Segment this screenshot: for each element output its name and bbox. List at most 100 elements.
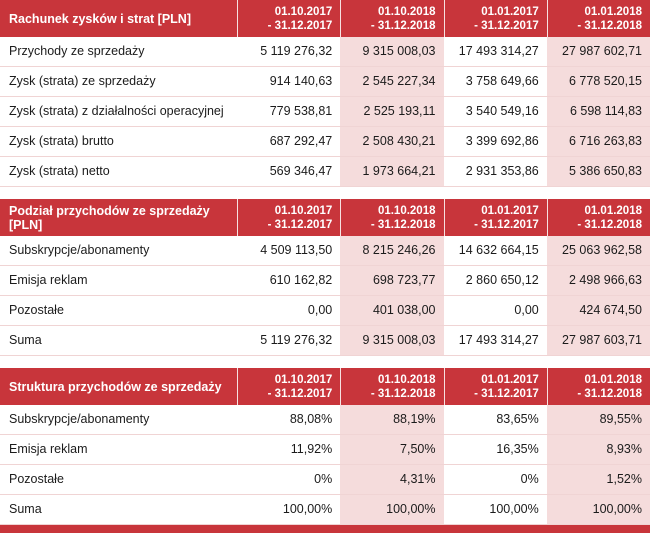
value-cell: 100,00% — [546, 495, 650, 524]
table-row: Subskrypcje/abonamenty 4 509 113,50 8 21… — [0, 236, 650, 266]
value-cell: 89,55% — [546, 405, 650, 434]
table-header: Struktura przychodów ze sprzedaży 01.10.… — [0, 368, 650, 405]
row-label: Zysk (strata) ze sprzedaży — [9, 74, 156, 88]
table-row: Zysk (strata) ze sprzedaży 914 140,63 2 … — [0, 67, 650, 97]
table-row: Zysk (strata) brutto 687 292,47 2 508 43… — [0, 127, 650, 157]
column-header-period-3: 01.01.2017 - 31.12.2017 — [443, 0, 547, 37]
row-label: Pozostałe — [9, 303, 64, 317]
period-end: - 31.12.2018 — [577, 218, 642, 231]
bottom-accent-bar — [0, 525, 650, 533]
value-cell: 2 498 966,63 — [546, 266, 650, 295]
period-start: 01.01.2018 — [584, 204, 642, 217]
column-header-period-1: 01.10.2017 - 31.12.2017 — [237, 368, 340, 405]
period-start: 01.10.2017 — [274, 204, 333, 217]
value-cell: 5 386 650,83 — [546, 157, 650, 186]
value-cell: 14 632 664,15 — [458, 243, 539, 257]
revenue-breakdown-table: Podział przychodów ze sprzedaży [PLN] 01… — [0, 199, 650, 356]
value-cell: 83,65% — [496, 412, 539, 426]
value-cell: 88,08% — [289, 412, 333, 426]
value-cell: 9 315 008,03 — [340, 37, 444, 66]
value-cell: 7,50% — [340, 435, 444, 464]
table-row: Pozostałe 0% 4,31% 0% 1,52% — [0, 465, 650, 495]
row-label: Zysk (strata) netto — [9, 164, 110, 178]
table-title: Struktura przychodów ze sprzedaży — [9, 379, 222, 394]
row-label: Suma — [9, 333, 42, 347]
row-label: Suma — [9, 502, 42, 516]
period-end: - 31.12.2018 — [370, 19, 436, 32]
column-header-period-4: 01.01.2018 - 31.12.2018 — [546, 368, 650, 405]
value-cell: 6 716 263,83 — [546, 127, 650, 156]
period-start: 01.10.2018 — [377, 204, 436, 217]
table-row: Zysk (strata) z działalności operacyjnej… — [0, 97, 650, 127]
row-label: Subskrypcje/abonamenty — [9, 412, 150, 426]
column-header-period-2: 01.10.2018 - 31.12.2018 — [340, 0, 443, 37]
value-cell: 100,00% — [489, 502, 539, 516]
value-cell: 17 493 314,27 — [458, 333, 539, 347]
value-cell: 9 315 008,03 — [340, 326, 444, 355]
period-end: - 31.12.2018 — [370, 387, 436, 400]
column-header-period-2: 01.10.2018 - 31.12.2018 — [340, 368, 443, 405]
period-start: 01.01.2017 — [481, 204, 539, 217]
value-cell: 2 860 650,12 — [465, 273, 539, 287]
table-row: Zysk (strata) netto 569 346,47 1 973 664… — [0, 157, 650, 187]
table-row: Pozostałe 0,00 401 038,00 0,00 424 674,5… — [0, 296, 650, 326]
row-label: Przychody ze sprzedaży — [9, 44, 145, 58]
value-cell: 1,52% — [546, 465, 650, 494]
value-cell: 569 346,47 — [269, 164, 333, 178]
value-cell: 8,93% — [546, 435, 650, 464]
period-start: 01.01.2018 — [584, 5, 642, 18]
period-start: 01.01.2017 — [481, 373, 539, 386]
period-start: 01.10.2017 — [274, 5, 333, 18]
row-label: Emisja reklam — [9, 273, 88, 287]
value-cell: 17 493 314,27 — [458, 44, 539, 58]
period-end: - 31.12.2018 — [370, 218, 436, 231]
section-gap — [0, 356, 650, 368]
value-cell: 3 540 549,16 — [465, 104, 539, 118]
value-cell: 25 063 962,58 — [546, 236, 650, 265]
column-header-period-1: 01.10.2017 - 31.12.2017 — [237, 199, 340, 236]
value-cell: 0,00 — [514, 303, 539, 317]
period-start: 01.10.2018 — [377, 5, 436, 18]
column-header-period-2: 01.10.2018 - 31.12.2018 — [340, 199, 443, 236]
table-title: Rachunek zysków i strat [PLN] — [9, 11, 191, 26]
value-cell: 2 525 193,11 — [340, 97, 444, 126]
value-cell: 610 162,82 — [269, 273, 333, 287]
value-cell: 11,92% — [290, 442, 333, 456]
value-cell: 0,00 — [307, 303, 333, 317]
value-cell: 4,31% — [340, 465, 444, 494]
table-row: Suma 5 119 276,32 9 315 008,03 17 493 31… — [0, 326, 650, 356]
table-header: Podział przychodów ze sprzedaży [PLN] 01… — [0, 199, 650, 236]
row-label: Zysk (strata) brutto — [9, 134, 114, 148]
value-cell: 6 778 520,15 — [546, 67, 650, 96]
period-start: 01.10.2017 — [274, 373, 333, 386]
value-cell: 401 038,00 — [340, 296, 444, 325]
row-label: Subskrypcje/abonamenty — [9, 243, 150, 257]
value-cell: 27 987 602,71 — [546, 37, 650, 66]
value-cell: 16,35% — [496, 442, 539, 456]
row-label: Zysk (strata) z działalności operacyjnej — [9, 104, 224, 118]
period-end: - 31.12.2017 — [474, 218, 539, 231]
value-cell: 2 931 353,86 — [465, 164, 539, 178]
value-cell: 2 508 430,21 — [340, 127, 444, 156]
row-label: Pozostałe — [9, 472, 64, 486]
value-cell: 3 399 692,86 — [465, 134, 539, 148]
value-cell: 88,19% — [340, 405, 444, 434]
value-cell: 424 674,50 — [546, 296, 650, 325]
value-cell: 779 538,81 — [269, 104, 333, 118]
value-cell: 8 215 246,26 — [340, 236, 444, 265]
period-end: - 31.12.2017 — [267, 387, 333, 400]
value-cell: 5 119 276,32 — [260, 333, 333, 347]
value-cell: 0% — [314, 472, 333, 486]
period-start: 01.01.2018 — [584, 373, 642, 386]
section-gap — [0, 187, 650, 199]
value-cell: 2 545 227,34 — [340, 67, 444, 96]
period-end: - 31.12.2017 — [267, 19, 333, 32]
value-cell: 4 509 113,50 — [260, 243, 333, 257]
value-cell: 6 598 114,83 — [546, 97, 650, 126]
table-header: Rachunek zysków i strat [PLN] 01.10.2017… — [0, 0, 650, 37]
table-row: Subskrypcje/abonamenty 88,08% 88,19% 83,… — [0, 405, 650, 435]
column-header-period-4: 01.01.2018 - 31.12.2018 — [546, 199, 650, 236]
column-header-period-3: 01.01.2017 - 31.12.2017 — [443, 199, 547, 236]
value-cell: 100,00% — [282, 502, 333, 516]
